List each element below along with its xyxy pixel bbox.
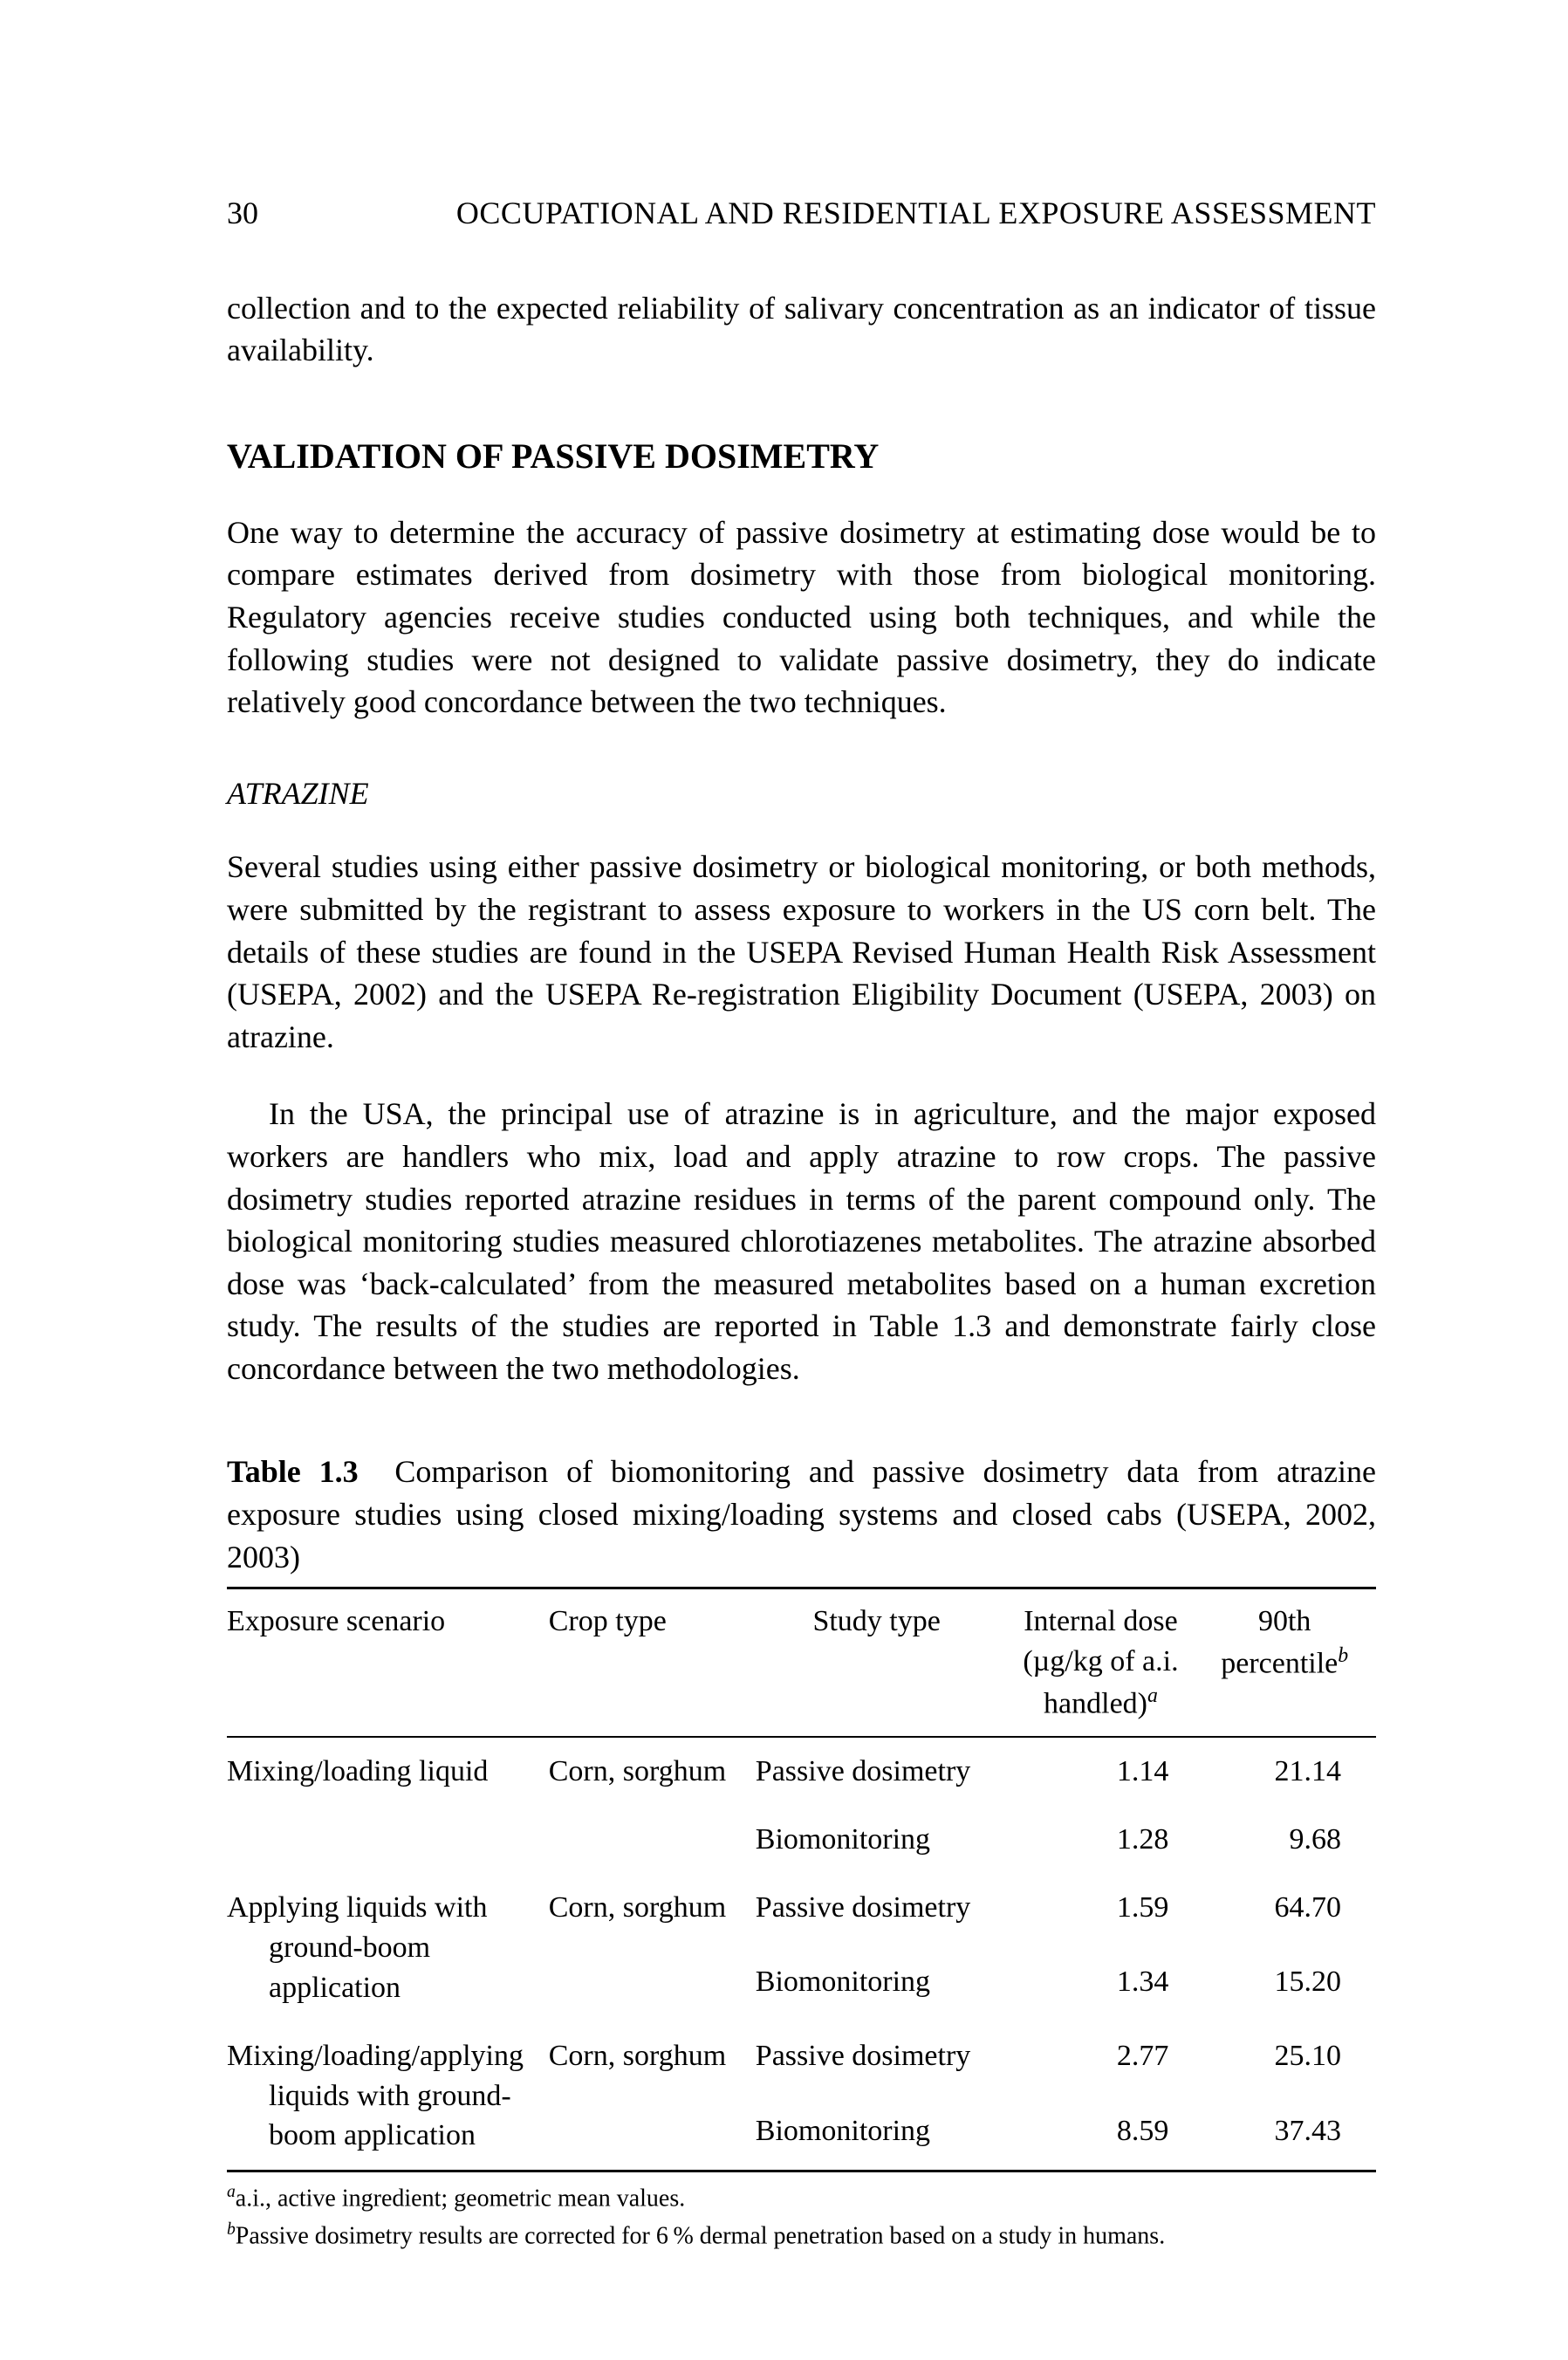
footnote-b: bPassive dosimetry results are corrected… xyxy=(227,2219,1376,2253)
col-90th-l2: percentile xyxy=(1221,1647,1338,1679)
footnote-a-text: a.i., active ingredient; geometric mean … xyxy=(236,2185,685,2212)
table-1-3: Exposure scenario Crop type Study type I… xyxy=(227,1587,1376,2172)
col-internal-dose-l2: (µg/kg of a.i. xyxy=(1023,1645,1178,1677)
atrazine-paragraph-2: In the USA, the principal use of atrazin… xyxy=(227,1093,1376,1389)
col-90th-sup: b xyxy=(1338,1644,1348,1667)
col-internal-dose-sup: a xyxy=(1147,1684,1158,1707)
cell-scenario: Mixing/loading liquid xyxy=(227,1752,538,1792)
page: 30 OCCUPATIONAL AND RESIDENTIAL EXPOSURE… xyxy=(0,0,1568,2360)
footnote-a: aa.i., active ingredient; geometric mean… xyxy=(227,2181,1376,2215)
table-caption: Table 1.3 Comparison of biomonitoring an… xyxy=(227,1451,1376,1578)
cell-study: Passive dosimetry xyxy=(756,1874,1009,1948)
cell-p90: 25.10 xyxy=(1203,2022,1376,2097)
atrazine-paragraph-1: Several studies using either passive dos… xyxy=(227,846,1376,1058)
table-footnotes: aa.i., active ingredient; geometric mean… xyxy=(227,2181,1376,2252)
subsection-heading: ATRAZINE xyxy=(227,772,1376,815)
cell-scenario: Mixing/loading/applying liquids with gro… xyxy=(227,2036,538,2157)
footnote-a-sup: a xyxy=(227,2183,236,2201)
cell-p90: 9.68 xyxy=(1203,1806,1376,1874)
cell-dose: 1.34 xyxy=(1009,1948,1204,2022)
running-title: OCCUPATIONAL AND RESIDENTIAL EXPOSURE AS… xyxy=(456,192,1376,235)
col-internal-dose: Internal dose (µg/kg of a.i. handled)a xyxy=(1009,1588,1204,1738)
col-crop-type: Crop type xyxy=(549,1588,756,1738)
col-internal-dose-l3: handled) xyxy=(1044,1687,1147,1719)
cell-crop: Corn, sorghum xyxy=(549,1737,756,1874)
col-study-type: Study type xyxy=(756,1588,1009,1738)
cell-dose: 1.14 xyxy=(1009,1737,1204,1806)
col-90th-l1: 90th xyxy=(1258,1605,1311,1637)
cell-dose: 1.28 xyxy=(1009,1806,1204,1874)
cell-scenario: Applying liquids with ground-boom applic… xyxy=(227,1888,538,2008)
cell-crop: Corn, sorghum xyxy=(549,2022,756,2171)
cell-study: Biomonitoring xyxy=(756,1948,1009,2022)
table-header-row: Exposure scenario Crop type Study type I… xyxy=(227,1588,1376,1738)
page-number: 30 xyxy=(227,192,258,235)
col-90th: 90th percentileb xyxy=(1203,1588,1376,1738)
cell-p90: 21.14 xyxy=(1203,1737,1376,1806)
cell-study: Passive dosimetry xyxy=(756,1737,1009,1806)
footnote-b-text: Passive dosimetry results are corrected … xyxy=(236,2222,1165,2249)
cell-dose: 2.77 xyxy=(1009,2022,1204,2097)
cell-study: Biomonitoring xyxy=(756,1806,1009,1874)
table-row: Mixing/loading/applying liquids with gro… xyxy=(227,2022,1376,2097)
cell-p90: 15.20 xyxy=(1203,1948,1376,2022)
table-row: Mixing/loading liquid Corn, sorghum Pass… xyxy=(227,1737,1376,1806)
section-paragraph: One way to determine the accuracy of pas… xyxy=(227,511,1376,724)
col-exposure-scenario: Exposure scenario xyxy=(227,1588,549,1738)
table-caption-text: Comparison of biomonitoring and passive … xyxy=(227,1454,1376,1574)
cell-dose: 1.59 xyxy=(1009,1874,1204,1948)
cell-dose: 8.59 xyxy=(1009,2097,1204,2171)
running-head: 30 OCCUPATIONAL AND RESIDENTIAL EXPOSURE… xyxy=(227,192,1376,235)
cell-study: Passive dosimetry xyxy=(756,2022,1009,2097)
col-internal-dose-l1: Internal dose xyxy=(1024,1605,1178,1637)
table-number: Table 1.3 xyxy=(227,1454,359,1489)
section-heading: VALIDATION OF PASSIVE DOSIMETRY xyxy=(227,433,1376,480)
cell-study: Biomonitoring xyxy=(756,2097,1009,2171)
cell-p90: 64.70 xyxy=(1203,1874,1376,1948)
cell-crop: Corn, sorghum xyxy=(549,1874,756,2022)
footnote-b-sup: b xyxy=(227,2220,236,2239)
table-row: Applying liquids with ground-boom applic… xyxy=(227,1874,1376,1948)
cell-p90: 37.43 xyxy=(1203,2097,1376,2171)
continuation-paragraph: collection and to the expected reliabili… xyxy=(227,287,1376,372)
